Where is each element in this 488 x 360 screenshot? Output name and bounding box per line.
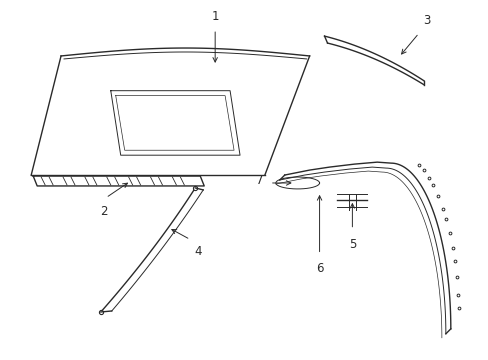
Text: 4: 4: [194, 246, 202, 258]
Text: 7: 7: [256, 175, 263, 188]
Text: 6: 6: [315, 262, 323, 275]
Text: 2: 2: [100, 205, 107, 218]
Text: 3: 3: [423, 14, 430, 27]
Text: 5: 5: [348, 238, 355, 251]
Text: 1: 1: [211, 10, 219, 23]
